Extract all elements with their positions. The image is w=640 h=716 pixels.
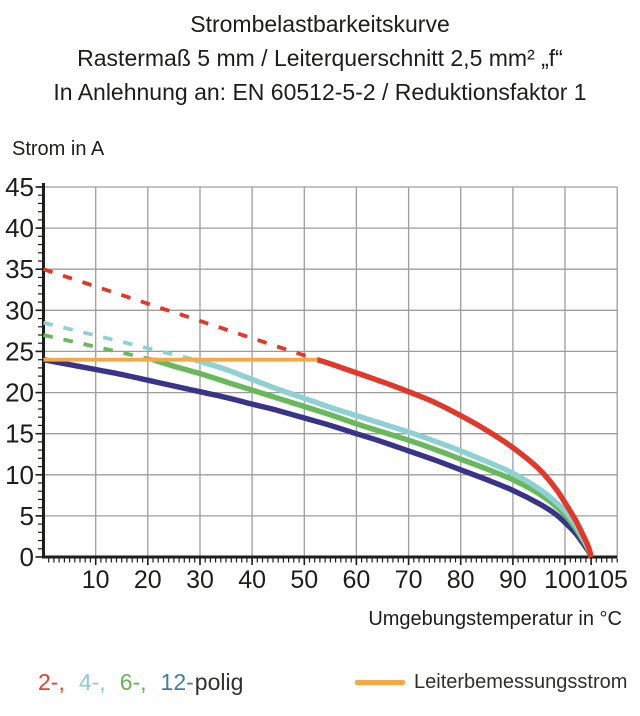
x-tick-label: 20	[134, 566, 162, 594]
x-tick-label: 30	[186, 566, 214, 594]
curve-6-polig-dashed	[43, 333, 154, 362]
reference-line-label: Leiterbemessungsstrom	[414, 671, 628, 693]
y-tick-label: 45	[5, 172, 34, 202]
x-tick-label: 50	[290, 566, 318, 594]
y-tick-label: 35	[5, 254, 34, 284]
legend-reference: Leiterbemessungsstrom	[355, 671, 627, 694]
curve-2-polig-solid	[316, 357, 594, 558]
y-tick-label: 15	[5, 419, 34, 449]
y-tick-label: 10	[5, 460, 34, 490]
x-tick-label: 10	[82, 566, 110, 594]
plot-area: 10 20 30 40 50 60 70 80 90 100 105 0 5 10 15 20 25 30 35 40…	[5, 172, 628, 594]
chart-title-line-3: In Anlehnung an: EN 60512-5-2 / Reduktio…	[53, 79, 587, 105]
reference-line-swatch	[355, 680, 405, 685]
x-tick-label: 105	[586, 566, 628, 594]
y-axis-title: Strom in A	[12, 138, 105, 160]
x-tick-label: 70	[395, 566, 423, 594]
legend-item-12-polig: 12-	[160, 669, 194, 695]
x-tick-label: 80	[447, 566, 475, 594]
chart-title-line-1: Strombelastbarkeitskurve	[190, 11, 450, 37]
y-tick-label: 20	[5, 378, 34, 408]
y-tick-label: 30	[5, 295, 34, 325]
x-tick-label: 60	[342, 566, 370, 594]
curve-4-polig-dashed	[43, 320, 196, 362]
x-tick-label: 90	[499, 566, 527, 594]
legend-item-6-polig: 6-,	[119, 669, 147, 695]
chart-title-line-2: Rastermaß 5 mm / Leiterquerschnitt 2,5 m…	[77, 45, 563, 71]
y-tick-label: 5	[20, 501, 34, 531]
y-tick-label: 25	[5, 336, 34, 366]
curves-layer	[42, 267, 594, 559]
legend-item-4-polig: 4-,	[78, 669, 106, 695]
curve-12-polig-solid	[43, 357, 594, 559]
curve-2-polig-dashed	[42, 267, 318, 362]
legend-poles: 2-, 4-, 6-, 12-polig	[38, 669, 243, 696]
x-axis-title: Umgebungstemperatur in °C	[368, 608, 622, 630]
chart-title-block: Strombelastbarkeitskurve Rastermaß 5 mm …	[0, 7, 640, 109]
legend-item-2-polig: 2-,	[38, 669, 65, 695]
legend-poles-suffix: polig	[194, 669, 244, 695]
x-tick-label: 100	[544, 566, 586, 594]
y-tick-label: 40	[5, 213, 34, 243]
y-tick-label: 0	[20, 542, 34, 572]
x-tick-label: 40	[238, 566, 266, 594]
axis-layer: 10 20 30 40 50 60 70 80 90 100 105 0 5 10 15 20 25 30 35 40…	[5, 172, 628, 594]
curve-4-polig-solid	[193, 357, 594, 558]
